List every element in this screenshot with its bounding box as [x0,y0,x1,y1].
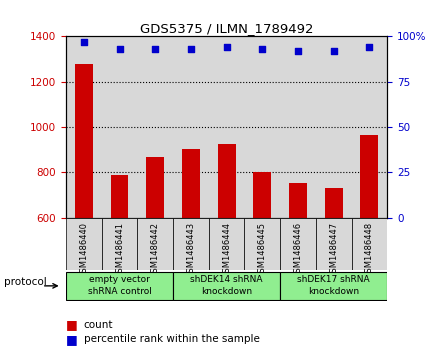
Bar [110,175,128,354]
FancyBboxPatch shape [280,218,316,270]
Bar [289,183,307,354]
Text: GSM1486446: GSM1486446 [293,222,302,278]
Text: GSM1486447: GSM1486447 [329,222,338,278]
Bar [218,144,235,354]
Bar [75,64,93,354]
Bar [280,272,387,300]
Point [259,46,266,52]
Text: GSM1486448: GSM1486448 [365,222,374,278]
FancyBboxPatch shape [66,218,102,270]
FancyBboxPatch shape [209,218,245,270]
FancyBboxPatch shape [245,218,280,270]
Bar [182,148,200,354]
Point [81,39,88,45]
Title: GDS5375 / ILMN_1789492: GDS5375 / ILMN_1789492 [140,22,313,35]
Bar [360,135,378,354]
Text: count: count [84,320,113,330]
Text: GSM1486443: GSM1486443 [187,222,195,278]
Bar [173,272,280,300]
Text: protocol: protocol [4,277,47,287]
Point [294,48,301,54]
Point [152,46,159,52]
Bar [253,172,271,354]
Bar [325,188,343,354]
FancyBboxPatch shape [137,218,173,270]
Point [187,46,194,52]
Point [116,46,123,52]
Text: GSM1486445: GSM1486445 [258,222,267,278]
Text: shDEK17 shRNA
knockdown: shDEK17 shRNA knockdown [297,276,370,296]
FancyBboxPatch shape [102,218,137,270]
Text: ■: ■ [66,333,78,346]
Point [366,44,373,50]
Point [330,48,337,54]
Text: ■: ■ [66,318,78,331]
Point [223,44,230,50]
FancyBboxPatch shape [316,218,352,270]
Text: GSM1486441: GSM1486441 [115,222,124,278]
FancyBboxPatch shape [352,218,387,270]
Bar [146,156,164,354]
Text: GSM1486440: GSM1486440 [79,222,88,278]
Text: percentile rank within the sample: percentile rank within the sample [84,334,260,344]
FancyBboxPatch shape [173,218,209,270]
Text: empty vector
shRNA control: empty vector shRNA control [88,276,151,296]
Bar [66,272,173,300]
Text: shDEK14 shRNA
knockdown: shDEK14 shRNA knockdown [191,276,263,296]
Text: GSM1486444: GSM1486444 [222,222,231,278]
Text: GSM1486442: GSM1486442 [151,222,160,278]
